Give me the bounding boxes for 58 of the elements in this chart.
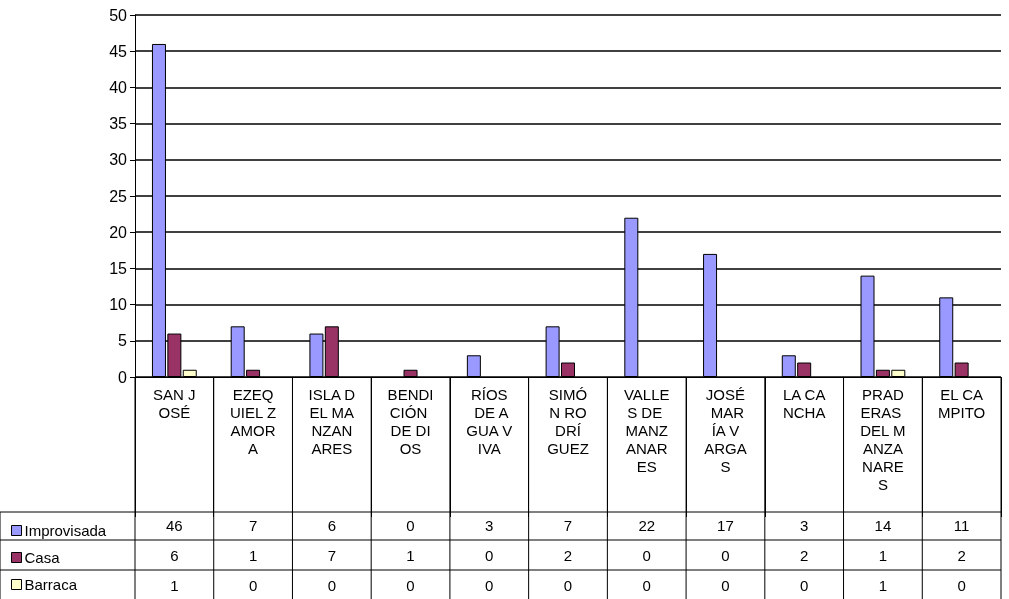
x-tick-label: EL CAMPITO — [938, 385, 986, 421]
y-tick-label: 0 — [118, 368, 128, 386]
data-label: 0 — [957, 576, 966, 594]
data-label: 2 — [957, 546, 966, 564]
data-label: 0 — [485, 546, 494, 564]
y-tick-label: 50 — [109, 6, 128, 24]
data-label: 0 — [327, 576, 336, 594]
y-tick-label: 5 — [118, 332, 128, 350]
x-tick-label: SIMÓN RODRÍGUEZ — [547, 385, 589, 457]
data-label: 0 — [642, 546, 651, 564]
x-tick-label: JOSÉ MARÍA VARGAS — [704, 385, 747, 475]
data-label: 1 — [878, 576, 888, 594]
x-tick-label: EZEQUIEL ZAMORA — [230, 385, 277, 457]
y-tick-label: 15 — [109, 259, 128, 277]
data-label: 7 — [563, 516, 573, 534]
data-label: 2 — [563, 546, 573, 564]
data-label: 1 — [406, 546, 415, 564]
data-label: 14 — [874, 516, 892, 534]
data-label: 3 — [485, 516, 494, 534]
data-label: 46 — [166, 516, 183, 534]
data-label: 1 — [170, 576, 179, 594]
legend-label: Improvisada — [24, 522, 107, 539]
x-tick-label: VALLES DE MANZANARES — [623, 385, 670, 475]
y-tick-label: 30 — [109, 151, 128, 169]
y-tick-label: 45 — [109, 42, 128, 60]
x-tick-label: SAN JOSÉ — [153, 385, 196, 421]
data-label: 7 — [248, 516, 258, 534]
x-tick-label: RÍOS DE AGUA VIVA — [466, 385, 513, 457]
data-label: 0 — [563, 576, 573, 594]
data-label: 0 — [248, 576, 258, 594]
data-label: 0 — [642, 576, 651, 594]
data-label: 11 — [953, 516, 970, 534]
y-tick-label: 40 — [109, 78, 128, 96]
x-tick-label: ISLA DEL MANZANARES — [308, 385, 356, 457]
data-label: 0 — [800, 576, 809, 594]
y-tick-label: 35 — [109, 115, 128, 133]
data-label: 2 — [800, 546, 809, 564]
data-label: 6 — [170, 546, 179, 564]
y-tick-label: 25 — [109, 187, 128, 205]
x-tick-label: PRADERAS DEL MANZANARES — [860, 385, 906, 493]
data-label: 1 — [248, 546, 258, 564]
data-label: 22 — [638, 516, 656, 534]
legend-label: Barraca — [24, 576, 78, 593]
data-label: 0 — [406, 516, 415, 534]
data-label: 0 — [406, 576, 415, 594]
x-tick-label: LA CANCHA — [782, 385, 826, 421]
y-tick-label: 20 — [109, 223, 128, 241]
data-label: 6 — [327, 516, 336, 534]
data-label: 0 — [721, 576, 730, 594]
legend-label: Casa — [24, 549, 61, 566]
data-label: 0 — [721, 546, 730, 564]
data-label: 1 — [878, 546, 888, 564]
y-tick-label: 10 — [109, 296, 128, 314]
data-label: 0 — [485, 576, 494, 594]
data-label: 7 — [327, 546, 336, 564]
data-label: 17 — [717, 516, 734, 534]
x-tick-label: BENDICIÓN DE DIOS — [387, 385, 434, 457]
data-label: 3 — [800, 516, 809, 534]
